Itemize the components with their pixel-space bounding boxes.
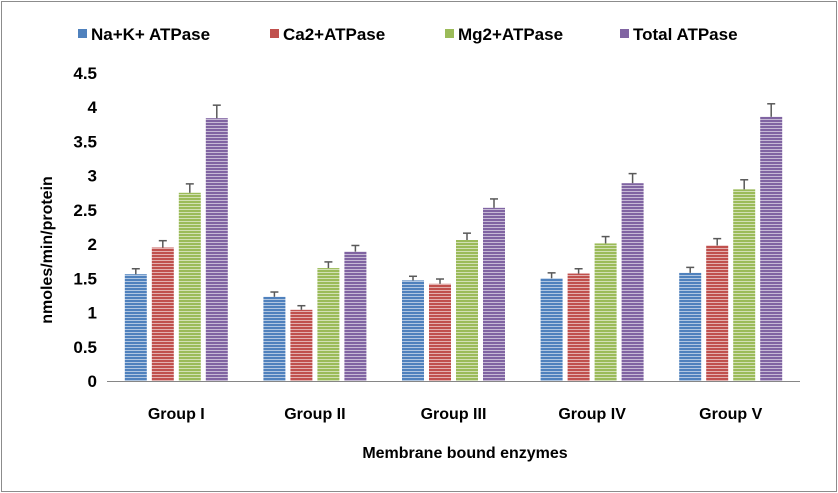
bar bbox=[429, 283, 451, 381]
legend-label: Total ATPase bbox=[633, 25, 738, 44]
y-tick-label: 1 bbox=[88, 304, 97, 323]
y-tick-label: 3 bbox=[88, 167, 97, 186]
legend-label: Mg2+ATPase bbox=[458, 25, 563, 44]
legend-label: Na+K+ ATPase bbox=[91, 25, 210, 44]
y-tick-label: 2.5 bbox=[73, 201, 97, 220]
y-tick-label: 3.5 bbox=[73, 132, 97, 151]
legend-label: Ca2+ATPase bbox=[283, 25, 385, 44]
error-bar bbox=[270, 291, 279, 297]
error-bar bbox=[297, 304, 306, 310]
x-axis-categories: Group I Group II Group III Group IV Group V bbox=[148, 406, 763, 423]
error-bar bbox=[158, 239, 167, 248]
error-bar bbox=[212, 104, 221, 119]
y-tick-label: 0.5 bbox=[73, 338, 97, 357]
legend-item: Ca2+ATPase bbox=[270, 25, 385, 44]
error-bar bbox=[185, 183, 194, 193]
bar bbox=[263, 296, 286, 381]
bar bbox=[679, 272, 702, 381]
error-bar bbox=[628, 172, 637, 184]
y-tick-label: 4 bbox=[88, 98, 98, 117]
error-bar bbox=[324, 261, 333, 269]
bar bbox=[317, 268, 340, 381]
error-bar bbox=[547, 272, 556, 279]
error-bar bbox=[767, 103, 776, 117]
bar bbox=[124, 274, 147, 381]
bars bbox=[124, 116, 783, 381]
bar bbox=[594, 243, 617, 381]
error-bar bbox=[409, 275, 417, 281]
bar bbox=[760, 116, 783, 381]
legend-item: Na+K+ ATPase bbox=[78, 25, 210, 44]
x-axis-title: Membrane bound enzymes bbox=[362, 445, 567, 462]
legend: Na+K+ ATPase Ca2+ATPase Mg2+ATPase Total AT… bbox=[78, 25, 738, 44]
bar bbox=[290, 309, 313, 381]
x-tick-label: Group V bbox=[699, 406, 762, 423]
y-axis-title: nmoles/min/protein bbox=[39, 176, 56, 324]
bar bbox=[567, 273, 590, 381]
legend-swatch bbox=[445, 29, 454, 38]
y-tick-label: 0 bbox=[88, 372, 97, 391]
error-bar bbox=[713, 237, 722, 246]
error-bar bbox=[436, 278, 444, 284]
error-bars bbox=[131, 103, 776, 310]
bar bbox=[733, 189, 756, 381]
x-tick-label: Group III bbox=[421, 406, 487, 423]
error-bar bbox=[574, 268, 583, 274]
error-bar bbox=[463, 232, 471, 241]
bar bbox=[402, 280, 424, 381]
y-axis-ticks: 0 0.5 1 1.5 2 2.5 3 3.5 4 4.5 bbox=[73, 64, 97, 391]
bar bbox=[456, 240, 478, 381]
error-bar bbox=[131, 268, 140, 275]
bar bbox=[205, 118, 228, 381]
y-tick-label: 4.5 bbox=[73, 64, 97, 83]
bar bbox=[178, 192, 201, 381]
error-bar bbox=[686, 266, 695, 273]
error-bar bbox=[490, 198, 498, 208]
legend-item: Total ATPase bbox=[620, 25, 738, 44]
bar bbox=[483, 207, 505, 381]
legend-swatch bbox=[78, 29, 87, 38]
error-bar bbox=[740, 179, 749, 190]
x-tick-label: Group II bbox=[284, 406, 345, 423]
x-tick-label: Group IV bbox=[558, 406, 626, 423]
bar bbox=[344, 251, 367, 381]
legend-item: Mg2+ATPase bbox=[445, 25, 563, 44]
y-tick-label: 2 bbox=[88, 235, 97, 254]
legend-swatch bbox=[620, 29, 629, 38]
bar bbox=[540, 278, 563, 381]
bar bbox=[621, 183, 644, 381]
bar bbox=[151, 247, 174, 381]
y-tick-label: 1.5 bbox=[73, 269, 97, 288]
x-tick-label: Group I bbox=[148, 406, 205, 423]
error-bar bbox=[351, 244, 360, 252]
legend-swatch bbox=[270, 29, 279, 38]
error-bar bbox=[601, 235, 610, 244]
bar bbox=[706, 245, 729, 381]
